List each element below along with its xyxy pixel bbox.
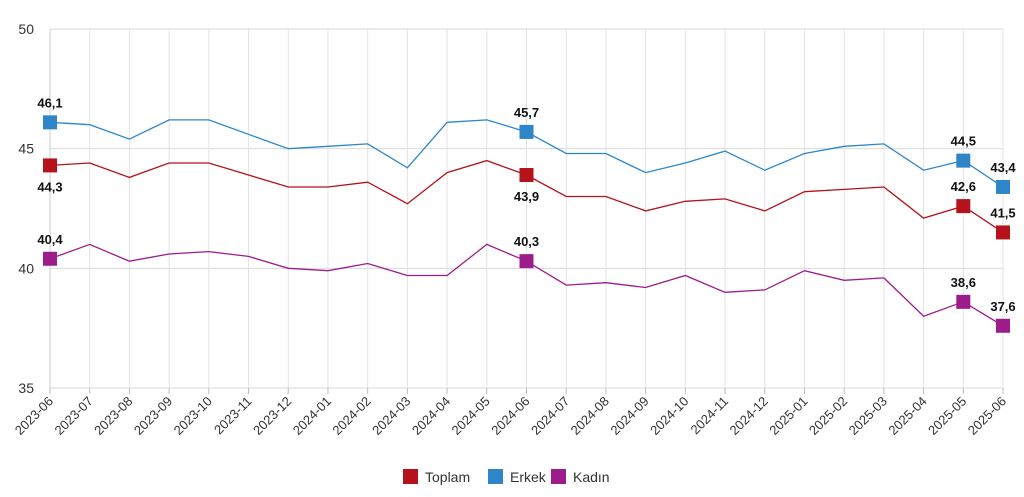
x-tick-label: 2024-04 <box>409 394 453 438</box>
y-tick-label: 50 <box>18 21 34 37</box>
marker-kadın[interactable] <box>956 294 971 309</box>
marker-toplam[interactable] <box>996 225 1010 240</box>
x-tick-label: 2024-11 <box>687 394 731 438</box>
x-tick-label: 2023-08 <box>91 394 135 438</box>
marker-toplam[interactable] <box>956 199 971 214</box>
x-tick-label: 2024-07 <box>528 394 572 438</box>
x-tick-label: 2025-04 <box>885 394 929 438</box>
x-tick-label: 2024-09 <box>607 394 651 438</box>
y-tick-label: 40 <box>18 260 34 276</box>
x-tick-label: 2023-06 <box>12 394 56 438</box>
x-tick-label: 2024-02 <box>329 394 373 438</box>
marker-erkek[interactable] <box>956 153 971 168</box>
x-tick-label: 2025-05 <box>925 394 969 438</box>
marker-erkek[interactable] <box>519 124 534 139</box>
y-tick-label: 45 <box>18 141 34 157</box>
data-label-erkek: 44,5 <box>951 134 976 149</box>
data-label-kadın: 40,3 <box>514 234 539 249</box>
marker-erkek[interactable] <box>43 115 57 130</box>
data-label-toplam: 42,6 <box>951 179 976 194</box>
marker-kadın[interactable] <box>996 318 1010 333</box>
data-label-layer: 44,3 43,9 42,6 41,5 46,1 45,7 44,5 43,4 40,4 40,3… <box>37 95 1016 313</box>
x-tick-label: 2025-02 <box>806 394 850 438</box>
grid-layer <box>49 28 1004 389</box>
legend-item-erkek[interactable]: Erkek <box>488 469 547 485</box>
data-label-erkek: 45,7 <box>514 105 539 120</box>
marker-erkek[interactable] <box>996 179 1010 194</box>
data-label-toplam: 41,5 <box>990 205 1015 220</box>
x-tick-label: 2023-11 <box>211 394 255 438</box>
x-tick-label: 2025-03 <box>846 394 890 438</box>
marker-kadın[interactable] <box>43 251 57 266</box>
legend-item-toplam[interactable]: Toplam <box>403 469 470 485</box>
marker-kadın[interactable] <box>519 254 534 269</box>
x-tick-label: 2024-05 <box>449 394 493 438</box>
legend-swatch-erkek <box>488 469 503 484</box>
x-tick-label: 2023-12 <box>250 394 294 438</box>
legend-swatch-toplam <box>403 469 418 484</box>
legend[interactable]: Toplam Erkek Kadın <box>403 469 610 485</box>
x-tick-label: 2023-09 <box>131 394 175 438</box>
legend-label-erkek: Erkek <box>510 469 547 485</box>
legend-label-toplam: Toplam <box>425 469 470 485</box>
x-tick-label: 2025-01 <box>766 394 810 438</box>
data-label-toplam: 43,9 <box>514 189 539 204</box>
data-label-erkek: 46,1 <box>37 95 62 110</box>
x-tick-label: 2024-08 <box>568 394 612 438</box>
x-tick-label: 2024-03 <box>369 394 413 438</box>
legend-swatch-kadın <box>551 469 566 484</box>
marker-toplam[interactable] <box>43 158 57 173</box>
legend-item-kadın[interactable]: Kadın <box>551 469 610 485</box>
x-tick-label: 2025-06 <box>965 394 1009 438</box>
legend-label-kadın: Kadın <box>573 469 610 485</box>
data-label-toplam: 44,3 <box>37 179 62 194</box>
series-layer <box>43 115 1010 333</box>
marker-toplam[interactable] <box>519 167 534 182</box>
x-tick-label: 2024-06 <box>488 394 532 438</box>
data-label-kadın: 37,6 <box>990 299 1015 314</box>
x-tick-label: 2023-10 <box>171 394 215 438</box>
data-label-erkek: 43,4 <box>990 160 1016 175</box>
y-tick-label: 35 <box>18 380 34 396</box>
x-tick-label: 2023-07 <box>51 394 95 438</box>
x-tick-label: 2024-01 <box>290 394 334 438</box>
data-label-kadın: 38,6 <box>951 275 976 290</box>
x-tick-label: 2024-12 <box>727 394 771 438</box>
x-tick-label: 2024-10 <box>647 394 691 438</box>
axis-layer: 354045502023-062023-072023-082023-092023… <box>12 21 1009 438</box>
data-label-kadın: 40,4 <box>37 232 63 247</box>
